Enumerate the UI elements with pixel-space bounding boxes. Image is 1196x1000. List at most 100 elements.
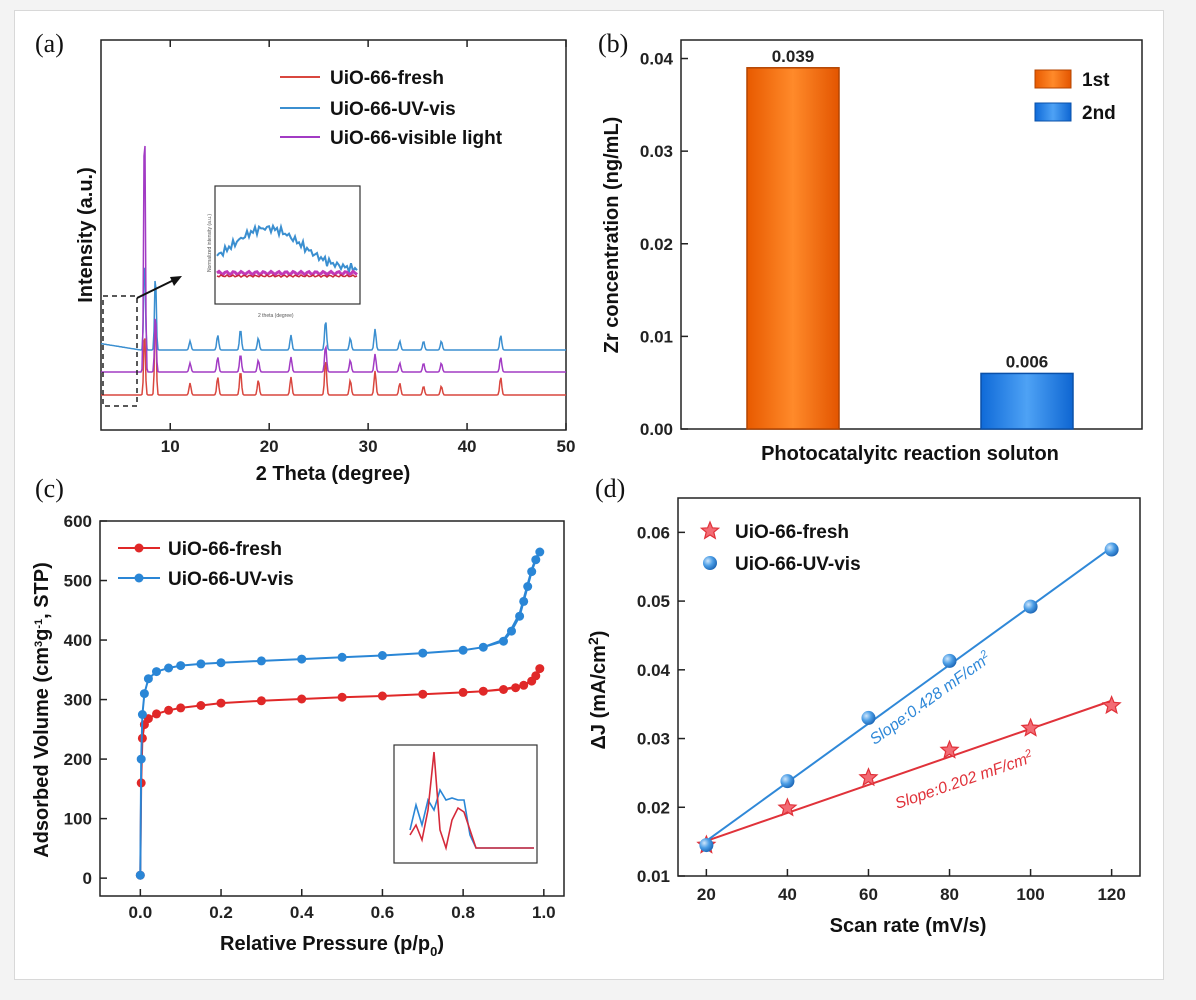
panel-b-y-ticks: 0.00 0.01 0.02 0.03 0.04	[640, 50, 688, 439]
legend-b-1st: 1st	[1082, 70, 1110, 91]
xrd-curve-2	[101, 145, 566, 373]
panel-a-x-ticks: 10 20 30 40 50	[161, 40, 576, 456]
inset-a-frame	[214, 185, 361, 305]
inset-a-xlabel: 2 theta (degree)	[258, 313, 294, 319]
panel-a-xlabel: 2 Theta (degree)	[256, 463, 410, 485]
legend-a-fresh: UiO-66-fresh	[330, 68, 444, 89]
x-tick-label: 0.4	[290, 903, 314, 922]
panel-c-xlabel-sub: 0	[430, 944, 437, 959]
slope-annotation-sup: 2	[1023, 747, 1034, 761]
star-point	[777, 797, 798, 817]
panel-a-legend: UiO-66-fresh UiO-66-UV-vis UiO-66-visibl…	[280, 68, 503, 149]
panel-d-legend: UiO-66-fresh UiO-66-UV-vis	[699, 520, 861, 575]
legend-d-uvvis: UiO-66-UV-vis	[735, 554, 861, 575]
legend-d-swatch-uvvis	[703, 556, 717, 570]
x-tick-label: 0.6	[371, 903, 395, 922]
panel-c-ylabel-d: -1	[33, 619, 45, 629]
x-tick-label: 50	[557, 437, 576, 456]
y-tick-label: 0.02	[637, 798, 670, 817]
isotherm-point	[535, 664, 545, 674]
slope-annotation-text: Slope:0.428 mF/cm	[867, 653, 989, 748]
x-tick-label: 40	[778, 885, 797, 904]
isotherm-point	[176, 661, 186, 671]
panel-c: (c) 0.0 0.2 0.4 0.6 0.8 1.0 0 100 200 300 400 500 60…	[31, 474, 565, 959]
zoom-arrow-head	[170, 276, 182, 286]
star-point	[1101, 695, 1122, 715]
isotherm-point	[136, 754, 146, 764]
legend-a-uvvis: UiO-66-UV-vis	[330, 99, 456, 120]
legend-c-uvvis: UiO-66-UV-vis	[168, 569, 294, 590]
isotherm-point	[523, 582, 533, 591]
panel-d: (d) 20 40 60 80 100 120 0.01 0.02 0.03 0.04 0.05 0.…	[585, 474, 1141, 937]
x-tick-label: 60	[859, 885, 878, 904]
panel-c-ylabel-c: g	[31, 629, 53, 641]
panel-c-ylabel-b: 3	[33, 641, 45, 647]
inset-a-red-curve	[216, 274, 358, 278]
isotherm-point	[418, 648, 428, 658]
legend-b-swatch-1st	[1034, 69, 1072, 89]
isotherm-point	[297, 654, 307, 664]
star-point	[858, 767, 879, 787]
panel-b-ylabel: Zr concentration (ng/mL)	[601, 117, 623, 354]
isotherm-point	[519, 680, 529, 690]
isotherm-point	[478, 686, 488, 696]
panel-c-legend: UiO-66-fresh UiO-66-UV-vis	[118, 539, 294, 590]
isotherm-point	[256, 696, 266, 706]
isotherm-point	[256, 656, 266, 666]
isotherm-point	[458, 687, 468, 697]
y-tick-label: 0.00	[640, 420, 673, 439]
panel-b-xlabel: Photocatalyitc reaction soluton	[761, 443, 1059, 465]
fit-line-1	[705, 546, 1113, 842]
x-tick-label: 0.2	[209, 903, 233, 922]
isotherm-point	[196, 659, 206, 669]
circle-point	[699, 838, 714, 853]
x-tick-label: 120	[1097, 885, 1125, 904]
isotherm-point	[152, 667, 161, 677]
isotherm-point	[531, 671, 541, 681]
x-tick-label: 80	[940, 885, 959, 904]
isotherm-point	[458, 645, 468, 655]
isotherm-point	[164, 705, 174, 715]
y-tick-label: 400	[64, 631, 92, 650]
isotherm-point	[527, 567, 537, 577]
panel-b-bars: 0.039 0.006	[746, 47, 1074, 430]
y-tick-label: 0.02	[640, 235, 673, 254]
panel-c-ylabel: Adsorbed Volume (cm3g-1, STP)	[31, 562, 53, 858]
xrd-curve-0	[101, 320, 566, 396]
legend-b-2nd: 2nd	[1082, 103, 1116, 124]
y-tick-label: 0.03	[640, 142, 673, 161]
panel-a-axes-frame	[100, 39, 567, 431]
panel-c-ticks: 0.0 0.2 0.4 0.6 0.8 1.0 0 100 200 300 400 500 600	[64, 512, 556, 922]
legend-a-visible: UiO-66-visible light	[330, 128, 503, 149]
y-tick-label: 0.04	[637, 661, 671, 680]
isotherm-point	[535, 547, 545, 557]
panel-b-legend: 1st 2nd	[1034, 69, 1116, 124]
panel-d-axes-frame	[677, 497, 1141, 877]
isotherm-point	[152, 709, 161, 719]
panel-d-ylabel-end: )	[588, 631, 610, 638]
isotherm-point	[511, 683, 521, 693]
slope-annotation: Slope:0.428 mF/cm2	[866, 648, 994, 748]
y-tick-label: 200	[64, 750, 92, 769]
y-tick-label: 0.06	[637, 523, 670, 542]
isotherm-point	[139, 689, 149, 699]
isotherm-point	[135, 870, 145, 880]
isotherm-point	[164, 663, 174, 673]
panel-d-ylabel-main: ΔJ (mA/cm	[588, 645, 610, 749]
circle-point	[1104, 542, 1119, 557]
isotherm-point	[519, 596, 529, 606]
isotherm-point	[143, 674, 153, 684]
panel-d-xlabel: Scan rate (mV/s)	[830, 915, 987, 937]
isotherm-point	[499, 685, 508, 694]
panel-d-ylabel: ΔJ (mA/cm2)	[585, 631, 610, 750]
y-tick-label: 0.05	[637, 592, 670, 611]
legend-c-swatch-fresh-marker	[134, 543, 144, 553]
circle-point	[1023, 599, 1038, 614]
x-tick-label: 20	[260, 437, 279, 456]
xrd-curve-1	[100, 267, 566, 351]
y-tick-label: 0.03	[637, 730, 670, 749]
y-tick-label: 0.01	[637, 867, 670, 886]
y-tick-label: 500	[64, 572, 92, 591]
isotherm-point	[531, 555, 541, 565]
zoom-arrow	[136, 277, 179, 299]
